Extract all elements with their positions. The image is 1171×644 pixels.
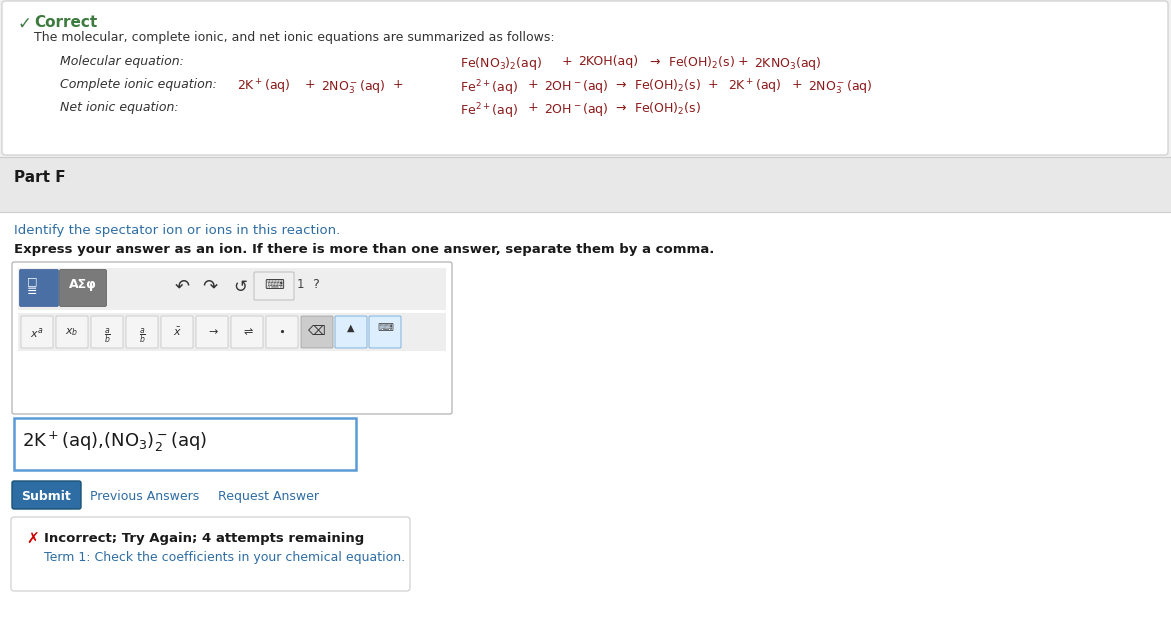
Text: +: + <box>528 101 539 114</box>
Text: $\rightarrow$: $\rightarrow$ <box>648 55 662 68</box>
Text: ✗: ✗ <box>26 532 39 547</box>
Text: $\rightarrow$: $\rightarrow$ <box>612 101 628 114</box>
FancyBboxPatch shape <box>196 316 228 348</box>
Text: $\frac{a}{b}$: $\frac{a}{b}$ <box>138 326 145 345</box>
FancyBboxPatch shape <box>60 269 107 307</box>
Bar <box>0 157 1171 212</box>
FancyBboxPatch shape <box>301 316 333 348</box>
Text: +: + <box>393 78 404 91</box>
FancyBboxPatch shape <box>369 316 400 348</box>
FancyBboxPatch shape <box>11 517 410 591</box>
Text: Fe$^{2+}$(aq): Fe$^{2+}$(aq) <box>460 101 518 120</box>
Text: Fe(NO$_3$)$_2$(aq): Fe(NO$_3$)$_2$(aq) <box>460 55 542 72</box>
Text: 2NO$_3^-$(aq): 2NO$_3^-$(aq) <box>321 78 385 95</box>
Text: +: + <box>708 78 719 91</box>
Text: AΣφ: AΣφ <box>69 278 97 291</box>
Text: 2OH$^-$(aq): 2OH$^-$(aq) <box>545 101 609 118</box>
Text: 2K$^+$(aq),(NO$_3$)$_2^-$(aq): 2K$^+$(aq),(NO$_3$)$_2^-$(aq) <box>22 430 207 454</box>
Text: $x_b$: $x_b$ <box>66 326 78 338</box>
Text: ?: ? <box>311 278 319 291</box>
Bar <box>18 268 446 310</box>
Text: $\rightarrow$: $\rightarrow$ <box>612 78 628 91</box>
Text: The molecular, complete ionic, and net ionic equations are summarized as follows: The molecular, complete ionic, and net i… <box>34 31 555 44</box>
FancyBboxPatch shape <box>335 316 367 348</box>
Text: Incorrect; Try Again; 4 attempts remaining: Incorrect; Try Again; 4 attempts remaini… <box>44 532 364 545</box>
Text: 1: 1 <box>297 278 304 291</box>
FancyBboxPatch shape <box>56 316 88 348</box>
Text: Express your answer as an ion. If there is more than one answer, separate them b: Express your answer as an ion. If there … <box>14 243 714 256</box>
Text: ≡: ≡ <box>27 285 37 298</box>
Text: ↷: ↷ <box>203 278 218 296</box>
Text: ⌫: ⌫ <box>308 325 326 338</box>
Text: Fe(OH)$_2$(s): Fe(OH)$_2$(s) <box>667 55 735 71</box>
FancyBboxPatch shape <box>231 316 263 348</box>
Text: Term 1: Check the coefficients in your chemical equation.: Term 1: Check the coefficients in your c… <box>44 551 405 564</box>
Text: Fe$^{2+}$(aq): Fe$^{2+}$(aq) <box>460 78 518 98</box>
Text: □: □ <box>27 276 37 286</box>
Text: Previous Answers: Previous Answers <box>90 490 199 503</box>
Text: 2NO$_3^-$(aq): 2NO$_3^-$(aq) <box>808 78 872 95</box>
Text: Request Answer: Request Answer <box>218 490 319 503</box>
Text: ⌨: ⌨ <box>263 278 285 292</box>
Text: ▲: ▲ <box>348 323 355 333</box>
Text: +: + <box>304 78 316 91</box>
Text: 2KOH(aq): 2KOH(aq) <box>578 55 638 68</box>
Text: Fe(OH)$_2$(s): Fe(OH)$_2$(s) <box>634 101 701 117</box>
Text: Fe(OH)$_2$(s): Fe(OH)$_2$(s) <box>634 78 701 94</box>
FancyBboxPatch shape <box>14 418 356 470</box>
Text: 2K$^+$(aq): 2K$^+$(aq) <box>237 78 290 97</box>
Text: 2K$^+$(aq): 2K$^+$(aq) <box>728 78 782 97</box>
FancyBboxPatch shape <box>266 316 297 348</box>
Text: +: + <box>528 78 539 91</box>
Text: 2KNO$_3$(aq): 2KNO$_3$(aq) <box>754 55 822 72</box>
FancyBboxPatch shape <box>126 316 158 348</box>
Text: Net ionic equation:: Net ionic equation: <box>60 101 179 114</box>
Text: Submit: Submit <box>21 490 71 503</box>
Text: ✓: ✓ <box>18 15 32 33</box>
FancyBboxPatch shape <box>2 1 1167 155</box>
FancyBboxPatch shape <box>91 316 123 348</box>
Bar <box>18 313 446 351</box>
Text: $\bullet$: $\bullet$ <box>279 326 286 336</box>
Text: $x^a$: $x^a$ <box>30 326 43 340</box>
Text: ↺: ↺ <box>233 278 247 296</box>
Text: Identify the spectator ion or ions in this reaction.: Identify the spectator ion or ions in th… <box>14 224 341 237</box>
FancyBboxPatch shape <box>21 316 53 348</box>
FancyBboxPatch shape <box>254 272 294 300</box>
Text: 2OH$^-$(aq): 2OH$^-$(aq) <box>545 78 609 95</box>
Text: $\rightarrow$: $\rightarrow$ <box>206 326 219 336</box>
FancyBboxPatch shape <box>12 481 81 509</box>
Text: Molecular equation:: Molecular equation: <box>60 55 184 68</box>
FancyBboxPatch shape <box>20 269 59 307</box>
Text: +: + <box>562 55 573 68</box>
FancyBboxPatch shape <box>160 316 193 348</box>
Text: $\bar{x}$: $\bar{x}$ <box>172 326 182 338</box>
Text: Part F: Part F <box>14 170 66 185</box>
Text: Complete ionic equation:: Complete ionic equation: <box>60 78 217 91</box>
Text: $\rightleftharpoons$: $\rightleftharpoons$ <box>240 326 253 337</box>
Text: +: + <box>792 78 802 91</box>
Bar <box>0 212 1171 644</box>
Text: $\frac{a}{b}$: $\frac{a}{b}$ <box>103 326 110 345</box>
FancyBboxPatch shape <box>12 262 452 414</box>
Text: ⌨: ⌨ <box>377 323 393 333</box>
Text: +: + <box>738 55 748 68</box>
Text: ↶: ↶ <box>174 278 190 296</box>
Text: Correct: Correct <box>34 15 97 30</box>
